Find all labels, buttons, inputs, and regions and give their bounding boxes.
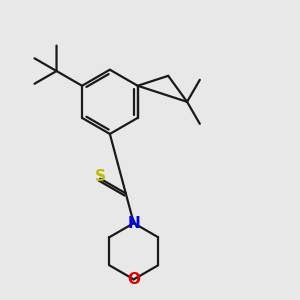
Text: S: S bbox=[95, 169, 106, 184]
Text: O: O bbox=[127, 272, 140, 287]
Text: N: N bbox=[128, 216, 140, 231]
